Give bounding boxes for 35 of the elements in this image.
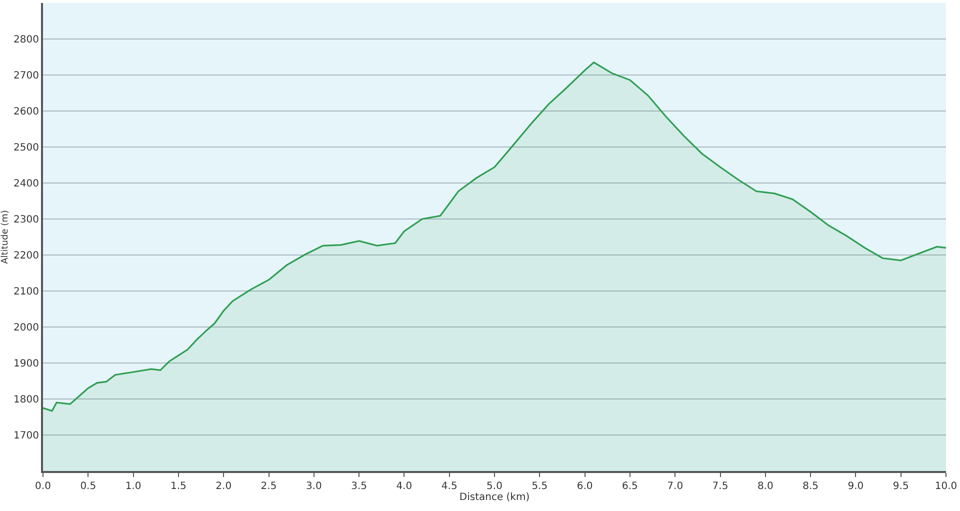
- x-tick-label: 6.5: [622, 481, 638, 492]
- x-tick-label: 6.0: [576, 481, 593, 492]
- y-tick-label: 1900: [14, 358, 39, 370]
- y-tick-label: 2800: [14, 34, 39, 46]
- y-tick-label: 2600: [14, 106, 39, 118]
- y-tick-label: 2500: [14, 142, 39, 154]
- y-tick-label: 2100: [14, 286, 39, 298]
- x-tick-label: 0.5: [80, 481, 96, 492]
- y-tick-label: 1700: [14, 430, 39, 442]
- x-tick-label: 8.0: [757, 481, 774, 492]
- x-tick-label: 4.5: [441, 481, 458, 492]
- x-tick-label: 10.0: [934, 481, 958, 492]
- x-tick-label: 9.5: [892, 481, 909, 492]
- x-tick-label: 9.0: [848, 481, 864, 492]
- x-tick-label: 3.5: [351, 481, 368, 492]
- x-axis-title: Distance (km): [459, 492, 530, 503]
- x-tick-label: 1.0: [125, 481, 142, 492]
- y-tick-label: 2200: [14, 250, 39, 262]
- x-tick-label: 5.0: [486, 481, 502, 492]
- y-tick-label: 2400: [14, 178, 39, 190]
- x-tick-label: 7.5: [712, 481, 728, 492]
- y-tick-label: 2300: [14, 214, 39, 226]
- x-tick-label: 2.0: [216, 481, 232, 492]
- y-tick-label: 2000: [14, 322, 39, 334]
- y-axis-title: Altitude (m): [0, 210, 10, 264]
- x-tick-label: 1.5: [170, 481, 186, 492]
- x-tick-label: 7.0: [667, 481, 684, 492]
- x-tick-label: 2.5: [260, 481, 277, 492]
- x-tick-label: 8.5: [802, 481, 819, 492]
- x-tick-label: 4.0: [396, 481, 412, 492]
- y-tick-label: 2700: [14, 70, 39, 82]
- x-tick-label: 5.5: [532, 481, 548, 492]
- x-tick-label: 3.0: [306, 481, 322, 492]
- y-tick-label: 1800: [14, 394, 39, 406]
- x-tick-label: 0.0: [35, 481, 51, 492]
